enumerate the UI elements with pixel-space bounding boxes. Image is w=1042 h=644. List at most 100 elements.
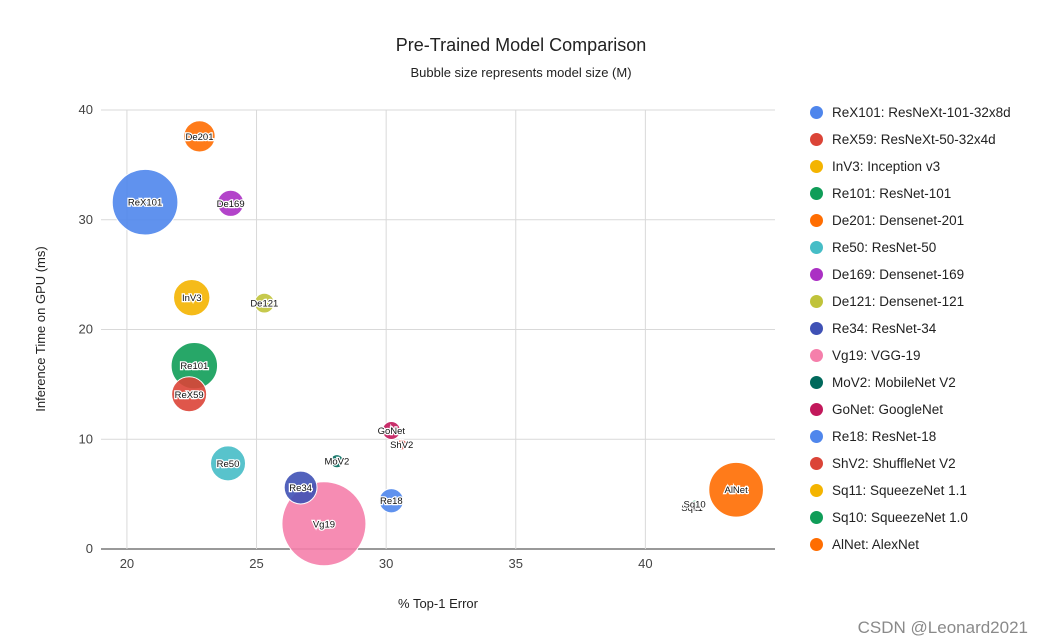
legend-swatch <box>810 160 823 173</box>
bubble-mark <box>395 438 408 451</box>
x-tick-label: 35 <box>509 556 523 571</box>
legend-label: Sq10: SqueezeNet 1.0 <box>832 510 968 525</box>
bubble-mark <box>183 120 216 153</box>
bubble-rex59: ReX59 <box>171 376 208 413</box>
legend-item: AlNet: AlexNet <box>806 531 1011 558</box>
legend-swatch <box>810 457 823 470</box>
legend-item: Re50: ResNet-50 <box>806 234 1011 261</box>
legend-item: InV3: Inception v3 <box>806 153 1011 180</box>
legend-label: AlNet: AlexNet <box>832 537 920 552</box>
chart-subtitle: Bubble size represents model size (M) <box>410 65 631 80</box>
legend-swatch <box>810 241 823 254</box>
bubble-label: Re50 <box>217 459 240 470</box>
bubble-label: ReX101 <box>128 198 162 209</box>
bubble-mark <box>381 420 401 440</box>
bubble-mark <box>173 278 211 317</box>
bubble-mark <box>210 445 247 482</box>
bubble-mark <box>378 488 404 514</box>
legend-swatch <box>810 484 823 497</box>
legend-label: Re101: ResNet-101 <box>832 186 952 201</box>
bubble-shv2: ShV2 <box>389 438 415 452</box>
bubble-label: Re18 <box>380 496 403 507</box>
bubble-re101: Re101 <box>170 342 219 390</box>
x-tick-label: 20 <box>120 556 134 571</box>
legend-item: De121: Densenet-121 <box>806 288 1011 315</box>
x-tick-label: 30 <box>379 556 393 571</box>
y-axis-label: Inference Time on GPU (ms) <box>33 246 48 411</box>
legend-item: ReX101: ResNeXt-101-32x8d <box>806 99 1011 126</box>
bubble-sq10: Sq10 <box>682 498 707 512</box>
x-tick-label: 40 <box>638 556 652 571</box>
legend-label: ReX101: ResNeXt-101-32x8d <box>832 105 1011 120</box>
bubble-mark <box>253 292 275 314</box>
legend-item: De201: Densenet-201 <box>806 207 1011 234</box>
bubble-label: MoV2 <box>324 457 349 468</box>
legend-swatch <box>810 430 823 443</box>
legend-swatch <box>810 295 823 308</box>
bubble-label: De169 <box>217 199 245 210</box>
legend-label: De201: Densenet-201 <box>832 213 965 228</box>
legend-label: ReX59: ResNeXt-50-32x4d <box>832 132 996 147</box>
legend-label: GoNet: GoogleNet <box>832 402 944 417</box>
bubble-label: ReX59 <box>175 390 204 401</box>
bubble-mark <box>329 454 344 469</box>
legend-label: Sq11: SqueezeNet 1.1 <box>832 483 967 498</box>
bubble-re18: Re18 <box>378 488 404 514</box>
y-tick-label: 10 <box>79 431 93 446</box>
bubble-re50: Re50 <box>210 445 247 482</box>
bubble-label: InV3 <box>182 293 202 304</box>
legend-label: Vg19: VGG-19 <box>832 348 921 363</box>
legend-item: Re34: ResNet-34 <box>806 315 1011 342</box>
legend-label: Re18: ResNet-18 <box>832 429 937 444</box>
legend-label: InV3: Inception v3 <box>832 159 941 174</box>
legend-swatch <box>810 403 823 416</box>
bubble-gonet: GoNet <box>376 420 407 440</box>
bubble-label: GoNet <box>378 426 406 437</box>
legend-label: Re50: ResNet-50 <box>832 240 937 255</box>
x-tick-label: 25 <box>249 556 263 571</box>
y-tick-label: 30 <box>79 212 93 227</box>
chart-title: Pre-Trained Model Comparison <box>396 35 646 55</box>
legend-swatch <box>810 187 823 200</box>
bubble-label: Sq10 <box>684 500 706 511</box>
legend-item: MoV2: MobileNet V2 <box>806 369 1011 396</box>
bubble-mark <box>217 189 245 217</box>
bubble-de201: De201 <box>183 120 216 153</box>
bubble-label: Re34 <box>289 483 312 494</box>
legend-swatch <box>810 349 823 362</box>
legend-label: MoV2: MobileNet V2 <box>832 375 956 390</box>
legend-swatch <box>810 106 823 119</box>
bubble-mark <box>690 499 699 509</box>
legend-item: ShV2: ShuffleNet V2 <box>806 450 1011 477</box>
legend-swatch <box>810 538 823 551</box>
legend-item: Sq10: SqueezeNet 1.0 <box>806 504 1011 531</box>
bubble-mov2: MoV2 <box>323 454 351 469</box>
bubble-label: AlNet <box>724 485 748 496</box>
legend-label: De121: Densenet-121 <box>832 294 965 309</box>
bubble-mark <box>111 168 179 236</box>
bubble-label: ShV2 <box>390 440 413 451</box>
legend-swatch <box>810 376 823 389</box>
bubbles: Vg19 ReX101 AlNet Re101 InV3 ReX59 Re50 Re34 De2… <box>111 120 764 567</box>
legend-swatch <box>810 214 823 227</box>
legend-label: ShV2: ShuffleNet V2 <box>832 456 956 471</box>
legend-item: Sq11: SqueezeNet 1.1 <box>806 477 1011 504</box>
legend-item: Vg19: VGG-19 <box>806 342 1011 369</box>
legend-swatch <box>810 133 823 146</box>
bubble-mark <box>171 376 208 413</box>
y-tick-label: 40 <box>79 102 93 117</box>
bubble-mark <box>283 470 318 505</box>
bubble-inv3: InV3 <box>173 278 211 317</box>
legend-label: De169: Densenet-169 <box>832 267 965 282</box>
watermark: CSDN @Leonard2021 <box>857 618 1028 637</box>
legend-item: GoNet: GoogleNet <box>806 396 1011 423</box>
legend-swatch <box>810 511 823 524</box>
legend-label: Re34: ResNet-34 <box>832 321 937 336</box>
axis-ticks: 0 10 20 30 40 20 25 30 35 40 <box>79 102 653 571</box>
legend-item: ReX59: ResNeXt-50-32x4d <box>806 126 1011 153</box>
bubble-label: De201 <box>186 132 214 143</box>
legend-item: Re18: ResNet-18 <box>806 423 1011 450</box>
bubble-alnet: AlNet <box>708 461 764 518</box>
bubble-de121: De121 <box>249 292 280 314</box>
